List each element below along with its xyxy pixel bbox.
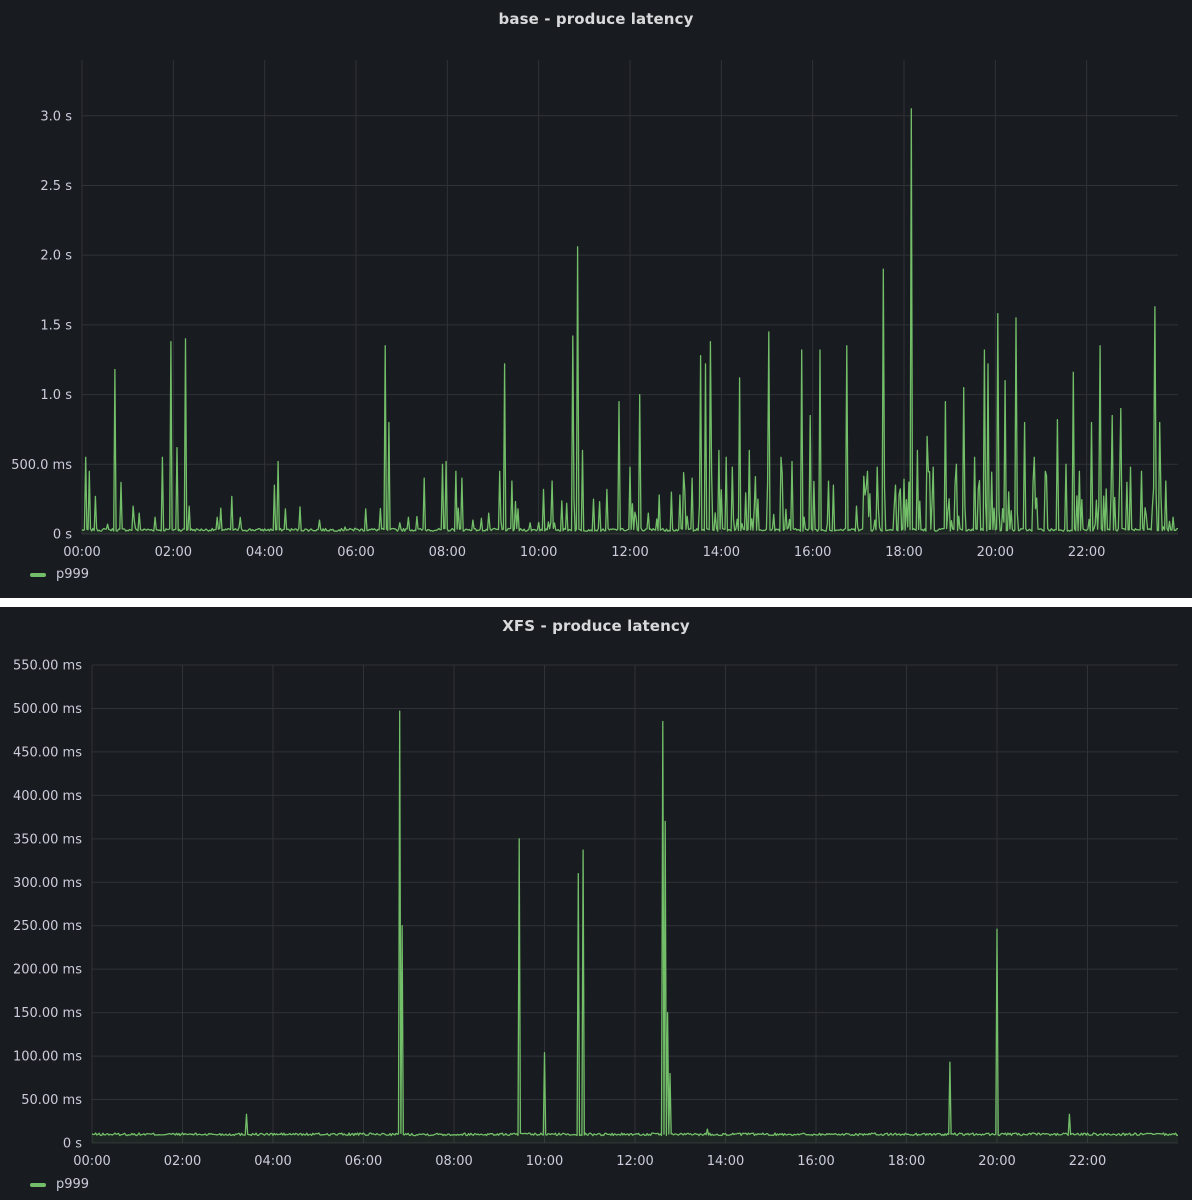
y-tick-label: 400.00 ms [13,789,82,804]
y-tick-label: 500.00 ms [13,702,82,717]
y-tick-label: 500.0 ms [11,458,72,473]
x-tick-label: 16:00 [797,1154,834,1169]
y-tick-label: 100.00 ms [13,1050,82,1065]
y-tick-label: 200.00 ms [13,963,82,978]
series-line [91,710,1179,1137]
y-tick-label: 50.00 ms [21,1093,82,1108]
y-tick-label: 150.00 ms [13,1006,82,1021]
x-tick-label: 02:00 [155,545,192,560]
legend-swatch [30,572,46,577]
x-tick-label: 06:00 [345,1154,382,1169]
y-tick-label: 0 s [53,528,72,543]
x-tick-label: 22:00 [1068,545,1105,560]
plot-area: 0 s 500.0 ms 1.0 s 1.5 s 2.0 s 2.5 s 3.0 s 00:0… [11,60,1179,560]
panel-base-produce-latency: base - produce latency 0 s 500.0 ms 1.0 s 1… [0,0,1192,598]
x-tick-label: 18:00 [885,545,922,560]
y-tick-label: 0 s [63,1137,82,1152]
y-tick-label: 1.0 s [40,388,72,403]
y-tick-label: 450.00 ms [13,745,82,760]
y-tick-label: 2.0 s [40,249,72,264]
x-tick-label: 20:00 [977,545,1014,560]
x-tick-label: 20:00 [978,1154,1015,1169]
y-tick-label: 300.00 ms [13,876,82,891]
x-tick-label: 00:00 [73,1154,110,1169]
legend-label: p999 [56,567,90,582]
x-tick-label: 00:00 [63,545,100,560]
x-tick-label: 16:00 [794,545,831,560]
x-tick-label: 18:00 [888,1154,925,1169]
y-tick-label: 1.5 s [40,318,72,333]
panel-xfs-produce-latency: XFS - produce latency 0 s 50.00 ms 100.00 … [0,607,1192,1200]
y-tick-label: 3.0 s [40,109,72,124]
x-tick-label: 12:00 [616,1154,653,1169]
x-tick-label: 10:00 [526,1154,563,1169]
x-tick-label: 02:00 [164,1154,201,1169]
x-tick-label: 04:00 [246,545,283,560]
x-tick-label: 14:00 [703,545,740,560]
legend[interactable]: p999 [30,567,89,582]
legend-label: p999 [56,1177,90,1192]
x-tick-label: 14:00 [707,1154,744,1169]
x-tick-label: 06:00 [337,545,374,560]
x-tick-label: 04:00 [254,1154,291,1169]
legend-swatch [30,1182,46,1187]
series-line [81,108,1179,532]
chart-title: base - produce latency [498,10,694,28]
x-tick-label: 22:00 [1069,1154,1106,1169]
y-tick-label: 250.00 ms [13,919,82,934]
x-tick-label: 08:00 [429,545,466,560]
x-tick-label: 08:00 [435,1154,472,1169]
chart-title: XFS - produce latency [502,617,690,635]
plot-area: 0 s 50.00 ms 100.00 ms 150.00 ms 200.00 ms 25… [13,659,1179,1169]
y-tick-label: 2.5 s [40,179,72,194]
legend[interactable]: p999 [30,1177,89,1192]
y-tick-label: 350.00 ms [13,832,82,847]
y-tick-label: 550.00 ms [13,659,82,674]
x-tick-label: 12:00 [611,545,648,560]
x-tick-label: 10:00 [520,545,557,560]
